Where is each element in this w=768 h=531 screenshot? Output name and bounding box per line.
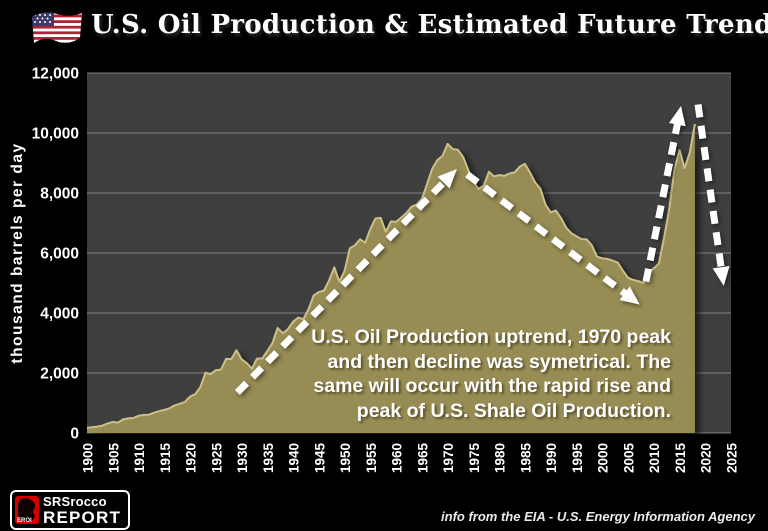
eroi-icon: EROI [15, 496, 39, 524]
historic-decline-arrow-head [619, 286, 640, 305]
y-tick-label: 10,000 [32, 126, 79, 143]
historic-uptrend-arrow-head [437, 169, 457, 189]
shale-uptrend-arrow-head [668, 106, 686, 127]
x-tick-label: 1965 [415, 443, 430, 474]
source-note: info from the EIA - U.S. Energy Informat… [441, 509, 755, 524]
srsrocco-report-logo: EROI SRSrocco REPORT [10, 490, 131, 530]
x-tick-label: 1945 [312, 443, 327, 474]
y-tick-label: 6,000 [40, 246, 79, 263]
x-tick-label: 1930 [235, 443, 250, 473]
chart-title: U.S. Oil Production & Estimated Future T… [91, 10, 768, 40]
x-tick-label: 2025 [725, 443, 740, 474]
y-tick-label: 12,000 [32, 66, 79, 83]
x-tick-label: 1910 [132, 443, 147, 473]
logo-srsrocco: SRSrocco [43, 493, 107, 509]
historic-decline-arrow [465, 171, 630, 298]
x-tick-label: 1905 [106, 443, 121, 474]
y-tick-label: 2,000 [40, 366, 79, 383]
x-tick-label: 1900 [81, 443, 96, 473]
production-area-series [86, 123, 696, 433]
x-tick-label: 2010 [647, 443, 662, 473]
x-tick-label: 1925 [209, 443, 224, 474]
x-tick-label: 1960 [390, 443, 405, 473]
x-tick-label: 1995 [570, 443, 585, 474]
x-tick-label: 1970 [441, 443, 456, 473]
x-tick-label: 2020 [699, 443, 714, 473]
x-tick-label: 1920 [184, 443, 199, 473]
x-tick-label: 1990 [544, 443, 559, 473]
trend-arrows [234, 104, 730, 395]
svg-text:EROI: EROI [17, 518, 32, 524]
x-tick-label: 1975 [467, 443, 482, 474]
x-tick-label: 1955 [364, 443, 379, 474]
us-flag-icon [32, 12, 82, 44]
chart-annotation: U.S. Oil Production uptrend, 1970 peak a… [311, 326, 671, 422]
y-tick-label: 8,000 [40, 186, 79, 203]
estimated-decline-arrow-head [712, 265, 730, 286]
shale-uptrend-arrow [642, 121, 682, 283]
y-axis-tick-labels: 0 2,000 4,000 6,000 8,000 10,000 12,000 [32, 66, 79, 443]
area-top-highlight [86, 123, 696, 429]
y-tick-label: 4,000 [40, 306, 79, 323]
x-tick-label: 1935 [261, 443, 276, 474]
x-tick-label: 2000 [596, 443, 611, 473]
y-tick-label: 0 [70, 426, 79, 443]
x-tick-label: 2005 [621, 443, 636, 474]
historic-uptrend-arrow [234, 177, 449, 395]
x-tick-label: 2015 [673, 443, 688, 474]
logo-report: REPORT [43, 507, 122, 527]
x-tick-label: 1985 [518, 443, 533, 474]
x-tick-label: 1915 [158, 443, 173, 474]
x-tick-label: 1950 [338, 443, 353, 473]
x-axis-tick-labels: 1900 1905 1910 1915 1920 1925 1930 1935 1940 1945… [81, 443, 740, 474]
estimated-decline-arrow [694, 104, 726, 271]
x-tick-label: 1940 [287, 443, 302, 473]
y-axis-title: thousand barrels per day [9, 142, 26, 363]
x-tick-label: 1980 [493, 443, 508, 473]
logo-text: SRSrocco REPORT [43, 495, 121, 526]
